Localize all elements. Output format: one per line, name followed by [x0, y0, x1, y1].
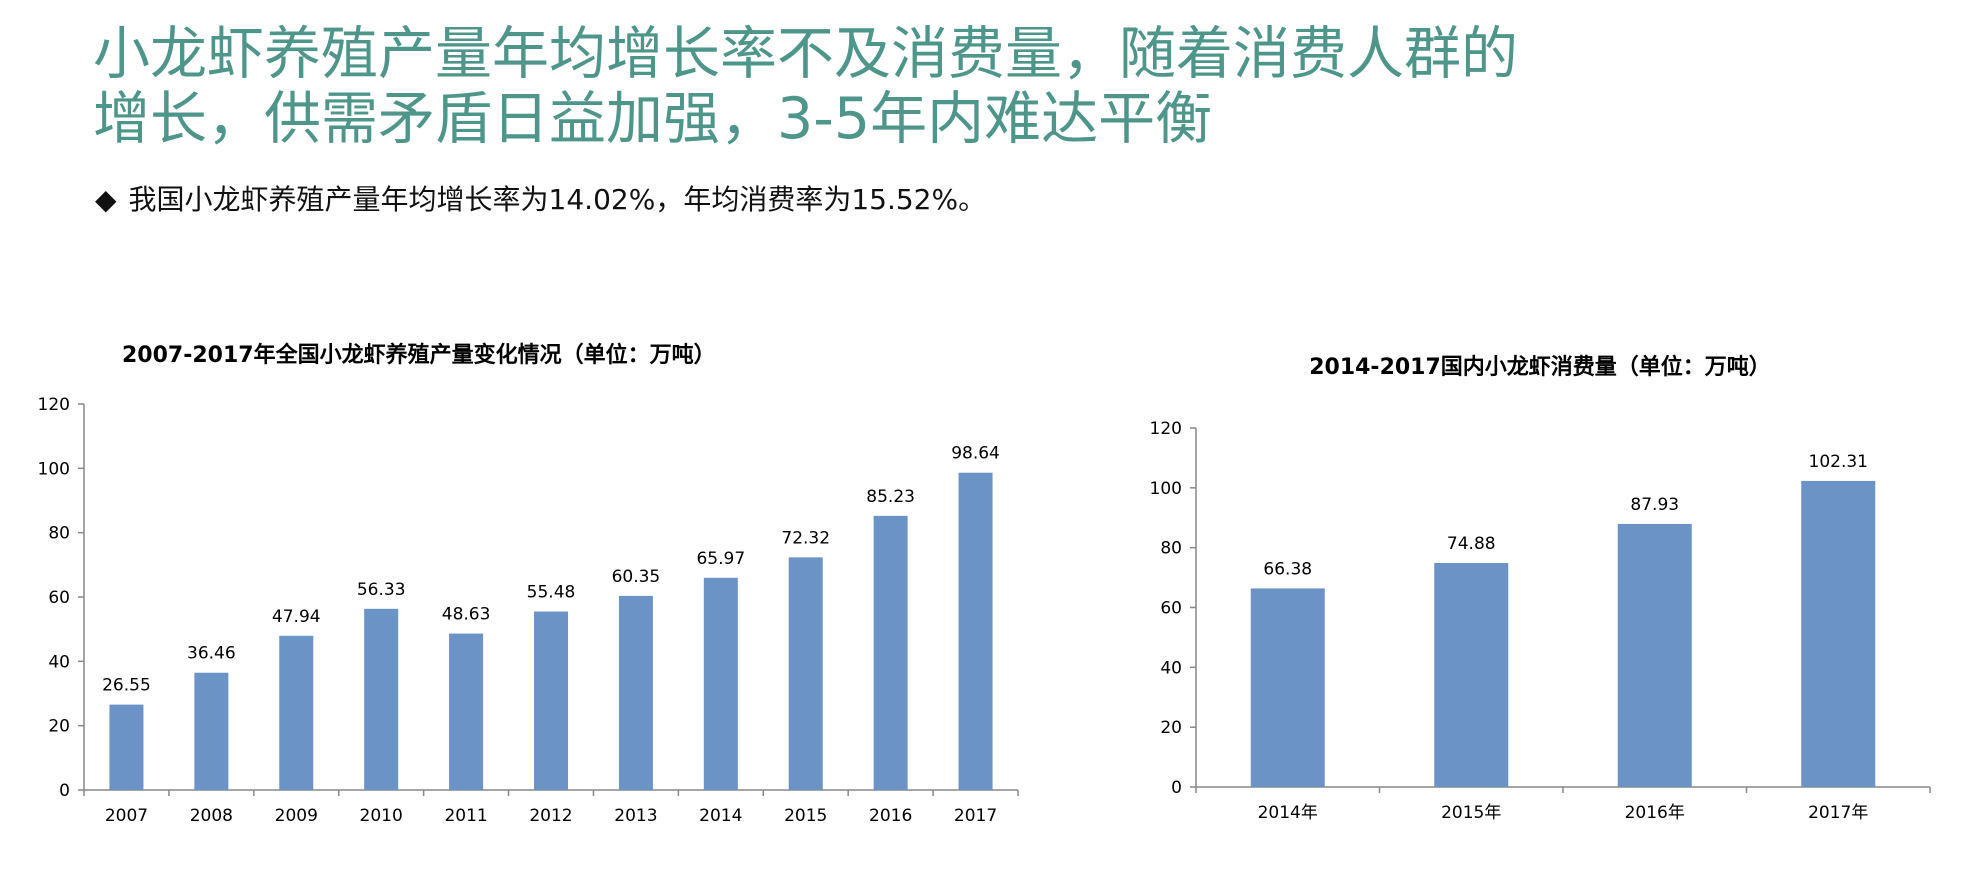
- x-tick-label: 2012: [529, 806, 572, 826]
- bar-2012: [534, 611, 568, 790]
- y-tick-label: 80: [48, 524, 70, 544]
- data-label: 65.97: [696, 549, 745, 569]
- bar-2015: [788, 557, 823, 790]
- bar-2016: [873, 515, 908, 790]
- bar-2014: [703, 577, 738, 790]
- production-chart: 2007-2017年全国小龙虾养殖产量变化情况（单位：万吨） 0 20 40 60 80 1…: [38, 342, 1019, 826]
- x-tick-label: 2011: [444, 806, 487, 826]
- bar-2017: [958, 472, 993, 790]
- y-tick-label: 120: [1150, 419, 1182, 439]
- y-tick-label: 100: [38, 459, 70, 479]
- bullet-point: ◆ 我国小龙虾养殖产量年均增长率为14.02%，年均消费率为15.52%。: [95, 178, 986, 218]
- y-tick-label: 60: [48, 588, 70, 608]
- y-tick-label: 20: [1160, 718, 1182, 738]
- x-tick-label: 2016: [869, 806, 912, 826]
- x-tick-label: 2015: [784, 806, 827, 826]
- diamond-bullet-icon: ◆: [95, 183, 117, 216]
- bar-2015年: [1434, 562, 1509, 787]
- y-tick-label: 40: [48, 652, 70, 672]
- data-label: 47.94: [272, 607, 321, 627]
- bar-2017年: [1801, 480, 1876, 787]
- data-label: 36.46: [187, 644, 236, 664]
- x-tick-label: 2017: [954, 806, 997, 826]
- bar-2010: [364, 608, 399, 790]
- x-tick-label: 2015年: [1441, 803, 1501, 823]
- title-line-1: 小龙虾养殖产量年均增长率不及消费量，随着消费人群的: [93, 21, 1518, 87]
- x-tick-label: 2008: [190, 806, 233, 826]
- y-tick-label: 120: [38, 395, 70, 415]
- data-label: 26.55: [102, 676, 151, 696]
- bar-2013: [618, 595, 653, 790]
- data-label: 72.32: [781, 528, 830, 548]
- x-tick-label: 2017年: [1808, 803, 1868, 823]
- data-label: 98.64: [951, 444, 1000, 464]
- x-tick-label: 2014: [699, 806, 742, 826]
- data-label: 48.63: [442, 605, 491, 625]
- y-tick-label: 80: [1160, 539, 1182, 559]
- y-tick-label: 0: [1171, 778, 1182, 798]
- data-label: 85.23: [866, 487, 915, 507]
- data-label: 66.38: [1263, 559, 1312, 579]
- y-tick-label: 60: [1160, 599, 1182, 619]
- bullet-text: 我国小龙虾养殖产量年均增长率为14.02%，年均消费率为15.52%。: [128, 183, 987, 216]
- x-tick-label: 2009: [275, 806, 318, 826]
- title-line-2: 增长，供需矛盾日益加强，3-5年内难达平衡: [93, 86, 1213, 152]
- bar-2014年: [1250, 588, 1325, 787]
- bar-2016年: [1617, 523, 1692, 787]
- data-label: 55.48: [527, 583, 576, 603]
- x-tick-label: 2013: [614, 806, 657, 826]
- data-label: 74.88: [1447, 534, 1496, 554]
- y-tick-label: 0: [59, 781, 70, 801]
- y-tick-label: 100: [1150, 479, 1182, 499]
- bar-2007: [109, 704, 144, 790]
- y-tick-label: 20: [48, 717, 70, 737]
- x-tick-label: 2010: [360, 806, 403, 826]
- page-title: 小龙虾养殖产量年均增长率不及消费量，随着消费人群的 增长，供需矛盾日益加强，3-…: [93, 22, 1793, 152]
- data-label: 60.35: [612, 567, 661, 587]
- bar-2008: [194, 672, 229, 790]
- bar-2009: [279, 635, 314, 790]
- x-tick-label: 2016年: [1625, 803, 1685, 823]
- data-label: 102.31: [1809, 452, 1868, 472]
- x-tick-label: 2007: [105, 806, 148, 826]
- data-label: 87.93: [1630, 495, 1679, 515]
- x-tick-label: 2014年: [1258, 803, 1318, 823]
- consumption-chart: 2014-2017国内小龙虾消费量（单位：万吨） 0 20 40 60 80 100 120 6…: [1150, 354, 1931, 823]
- chart-title: 2007-2017年全国小龙虾养殖产量变化情况（单位：万吨）: [122, 342, 716, 368]
- bar-2011: [449, 633, 484, 790]
- data-label: 56.33: [357, 580, 406, 600]
- y-tick-label: 40: [1160, 658, 1182, 678]
- chart-title: 2014-2017国内小龙虾消费量（单位：万吨）: [1309, 354, 1771, 380]
